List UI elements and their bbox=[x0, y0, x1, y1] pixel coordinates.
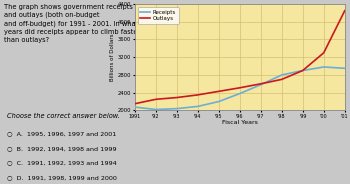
Legend: Receipts, Outlays: Receipts, Outlays bbox=[138, 7, 178, 24]
Outlays bbox=[196, 94, 200, 96]
Receipts bbox=[238, 92, 242, 95]
Receipts bbox=[175, 107, 179, 110]
Receipts bbox=[322, 66, 326, 68]
Y-axis label: Billions of Dollars: Billions of Dollars bbox=[110, 33, 115, 81]
Receipts bbox=[154, 108, 158, 111]
Outlays bbox=[217, 90, 221, 92]
Line: Outlays: Outlays bbox=[135, 11, 345, 104]
Receipts bbox=[259, 84, 263, 86]
Outlays bbox=[154, 98, 158, 100]
Receipts bbox=[343, 67, 347, 69]
Text: The graph shows government receipts
and outlays (both on-budget
and off-budget) : The graph shows government receipts and … bbox=[4, 4, 140, 43]
Outlays bbox=[280, 78, 284, 80]
Text: ○  C.  1991, 1992, 1993 and 1994: ○ C. 1991, 1992, 1993 and 1994 bbox=[7, 160, 117, 165]
Outlays bbox=[259, 83, 263, 85]
Receipts bbox=[301, 69, 305, 72]
Receipts bbox=[196, 105, 200, 107]
Outlays bbox=[238, 87, 242, 89]
Text: ○  D.  1991, 1998, 1999 and 2000: ○ D. 1991, 1998, 1999 and 2000 bbox=[7, 175, 117, 180]
Outlays bbox=[343, 10, 347, 12]
Text: Choose the correct answer below.: Choose the correct answer below. bbox=[7, 113, 120, 119]
Outlays bbox=[301, 69, 305, 72]
Receipts bbox=[133, 106, 137, 108]
Line: Receipts: Receipts bbox=[135, 67, 345, 109]
Outlays bbox=[322, 52, 326, 54]
Receipts bbox=[280, 74, 284, 76]
Text: ○  A.  1995, 1996, 1997 and 2001: ○ A. 1995, 1996, 1997 and 2001 bbox=[7, 131, 116, 136]
Outlays bbox=[133, 103, 137, 105]
X-axis label: Fiscal Years: Fiscal Years bbox=[222, 120, 258, 125]
Text: ○  B.  1992, 1994, 1998 and 1999: ○ B. 1992, 1994, 1998 and 1999 bbox=[7, 146, 117, 151]
Outlays bbox=[175, 96, 179, 99]
Receipts bbox=[217, 100, 221, 103]
